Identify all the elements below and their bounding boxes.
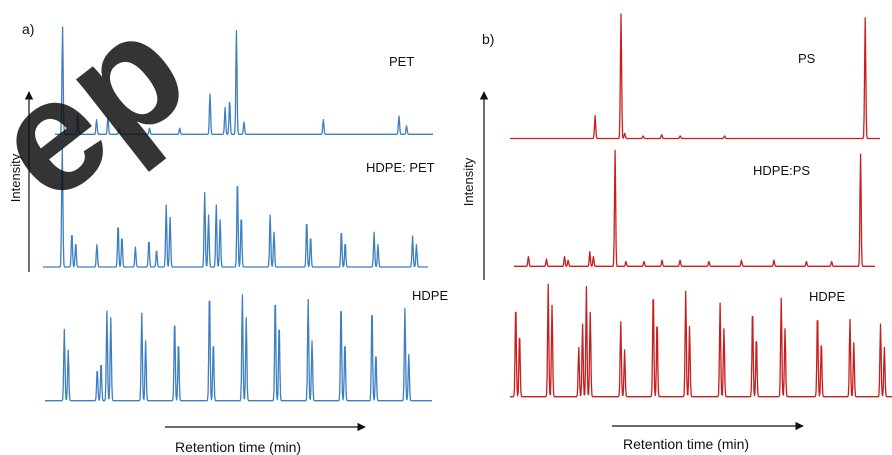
panel-b: b) Intensity Retention time (min) PS HDP… xyxy=(461,13,892,452)
series-label-hdpe-ps: HDPE:PS xyxy=(753,163,810,178)
series-label-pet: PET xyxy=(389,54,414,69)
panel-a-y-axis-label: Intensity xyxy=(8,153,23,202)
series-line-pet xyxy=(54,26,434,135)
series-label-hdpe: HDPE xyxy=(412,288,448,303)
series-line-hdpe-ps xyxy=(513,149,876,267)
panel-b-label: b) xyxy=(482,31,494,47)
panel-b-x-axis-label: Retention time (min) xyxy=(623,436,749,452)
series-label-hdpe: HDPE xyxy=(809,289,845,304)
series-line-ps xyxy=(509,13,881,140)
series-label-ps: PS xyxy=(798,51,816,66)
series-line-hdpe xyxy=(44,294,433,402)
series-line-hdpe xyxy=(509,283,892,398)
panel-a: a) Intensity Retention time (min) PET HD… xyxy=(0,0,448,455)
series-label-hdpe-pet: HDPE: PET xyxy=(366,160,435,175)
panel-a-x-axis-label: Retention time (min) xyxy=(175,439,301,455)
panel-a-label: a) xyxy=(22,21,34,37)
series-line-hdpe-pet xyxy=(42,147,429,268)
panel-b-y-axis-label: Intensity xyxy=(461,157,476,206)
